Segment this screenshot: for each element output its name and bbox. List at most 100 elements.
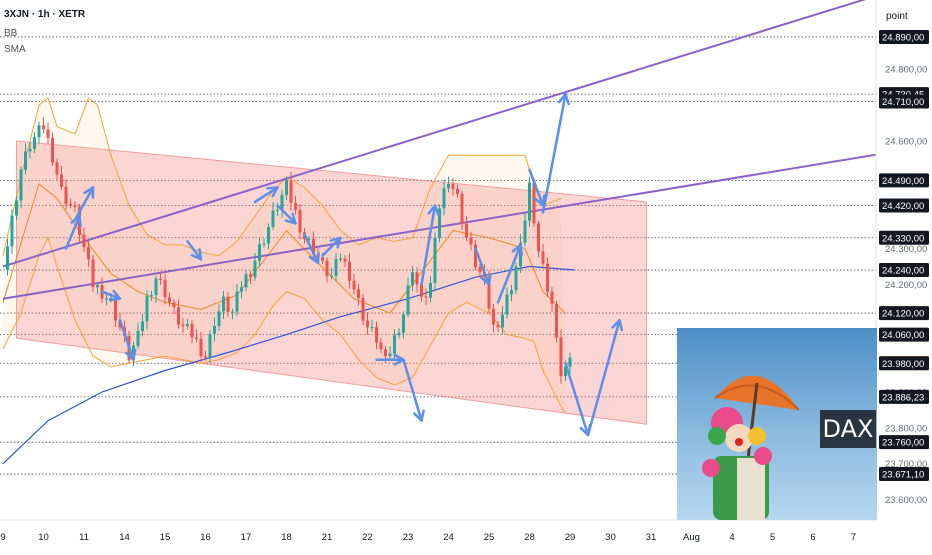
- time-tick-label: 18: [281, 532, 292, 543]
- time-tick-label: 30: [605, 532, 616, 543]
- price-level-label: 23.671,10: [882, 470, 924, 481]
- price-tick-label: 24.300,00: [885, 244, 927, 255]
- candle-body: [222, 296, 225, 312]
- candle-body: [60, 174, 63, 187]
- candle-body: [244, 274, 248, 288]
- candle-body: [433, 237, 437, 283]
- candle-body: [424, 296, 428, 298]
- price-level-marker: [879, 306, 929, 321]
- candle-body: [289, 180, 293, 203]
- price-level-label: 23.886,23: [882, 392, 924, 403]
- candle-body: [46, 129, 50, 139]
- time-tick-label: 9: [0, 532, 5, 543]
- candle-body: [510, 290, 513, 295]
- candle-body: [213, 325, 216, 334]
- candle-body: [186, 323, 189, 326]
- candle-body: [136, 331, 140, 346]
- candle-body: [249, 274, 252, 278]
- projection-arrow: [186, 240, 203, 261]
- projection-arrow: [118, 318, 135, 361]
- candle-body: [501, 314, 504, 328]
- candle-body: [10, 215, 14, 247]
- projection-arrow: [496, 243, 522, 304]
- candle-body: [37, 125, 41, 138]
- price-level-label: 24.240,00: [882, 266, 924, 277]
- candle-body: [366, 320, 369, 328]
- projection-arrowhead: [108, 289, 122, 302]
- price-tick-label: 24.200,00: [885, 280, 927, 291]
- candle-body: [55, 162, 59, 175]
- candle-body: [105, 298, 108, 300]
- candle-body: [388, 353, 392, 357]
- projection-arrowhead: [557, 93, 570, 106]
- projection-arrow: [420, 204, 437, 286]
- price-level-marker: [879, 230, 929, 245]
- candle-body: [159, 278, 162, 281]
- candle-body: [465, 223, 468, 238]
- candle-body: [96, 285, 99, 288]
- time-tick-label: 24: [443, 532, 454, 543]
- bollinger-bands-indicator-label[interactable]: BB: [4, 28, 18, 39]
- candle-body: [6, 246, 9, 271]
- candle-body: [555, 303, 558, 338]
- candle-body: [24, 151, 27, 170]
- candle-body: [276, 209, 279, 211]
- dax-badge: DAX: [820, 410, 876, 448]
- candle-body: [181, 324, 185, 326]
- projection-arrow: [586, 318, 621, 437]
- sma-indicator-label[interactable]: SMA: [4, 44, 26, 55]
- candle-body: [460, 194, 464, 224]
- time-tick-label: 23: [403, 532, 414, 543]
- candle-body: [91, 259, 95, 288]
- candle-body: [393, 335, 396, 354]
- candle-body: [451, 183, 455, 189]
- time-tick-label: 22: [362, 532, 373, 543]
- time-tick-label: 6: [810, 532, 815, 543]
- candle-body: [348, 261, 351, 281]
- candle-body: [172, 302, 176, 308]
- candle-body: [28, 148, 32, 152]
- time-tick-label: 14: [119, 532, 130, 543]
- candle-body: [429, 282, 432, 298]
- candle-body: [415, 272, 419, 285]
- candle-body: [523, 220, 527, 243]
- price-level-marker: [879, 263, 929, 278]
- projection-arrowhead: [284, 212, 297, 225]
- candle-body: [420, 284, 423, 297]
- projection-arrow: [100, 290, 122, 300]
- projection-arrow: [402, 358, 423, 422]
- time-tick-label: 16: [200, 532, 211, 543]
- time-tick-label: 29: [565, 532, 576, 543]
- projection-arrow: [73, 186, 95, 222]
- time-tick-label: 15: [160, 532, 171, 543]
- candle-body: [343, 258, 347, 262]
- time-tick-label: 4: [729, 532, 734, 543]
- candle-body: [546, 263, 549, 292]
- projection-arrowhead: [308, 251, 320, 265]
- candle-body: [69, 204, 72, 206]
- bollinger-band-fill: [3, 97, 566, 414]
- projection-arrowhead: [190, 248, 203, 261]
- candle-body: [532, 182, 536, 224]
- time-tick-label: 28: [524, 532, 535, 543]
- candle-body: [559, 337, 563, 377]
- projection-arrowhead: [329, 236, 342, 249]
- candle-body: [375, 327, 378, 343]
- candle-body: [411, 272, 414, 286]
- candle-body: [109, 298, 113, 300]
- projection-arrowhead: [511, 243, 524, 257]
- candle-body: [384, 349, 387, 357]
- projection-arrow: [474, 247, 491, 286]
- time-tick-label: 31: [646, 532, 657, 543]
- candle-body: [262, 243, 266, 245]
- candle-body: [280, 195, 284, 210]
- candle-body: [496, 324, 500, 328]
- candle-body: [456, 188, 459, 195]
- price-level-label: 24.890,00: [882, 32, 924, 43]
- price-axis-unit: point: [886, 11, 908, 22]
- candle-body: [190, 323, 194, 338]
- candle-body: [505, 294, 509, 315]
- candle-body: [397, 332, 401, 336]
- candle-body: [19, 169, 23, 201]
